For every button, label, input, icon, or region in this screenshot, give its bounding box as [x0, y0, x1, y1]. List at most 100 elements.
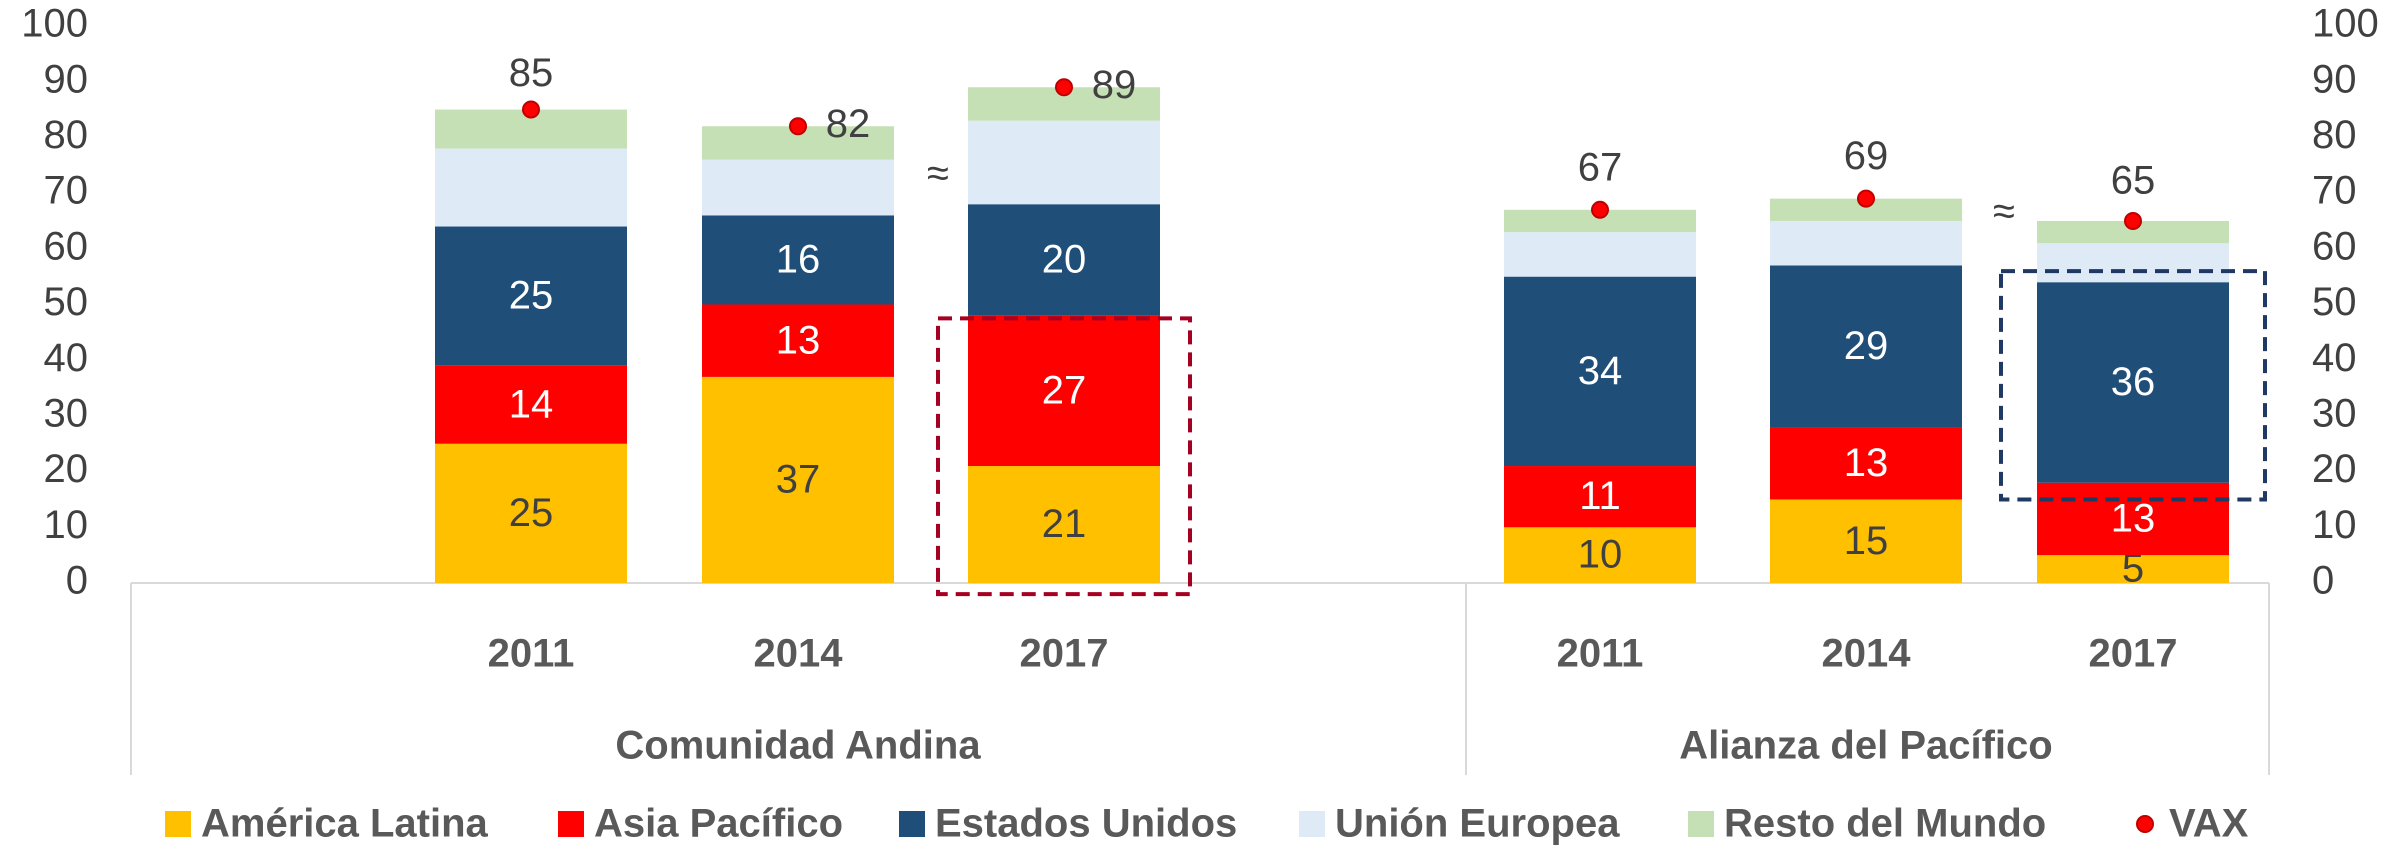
data-label: 15: [1844, 519, 1889, 563]
vax-label: 67: [1578, 145, 1623, 189]
bar-segment: [702, 215, 894, 305]
legend-marker: [2136, 815, 2154, 833]
y-tick-label: 10: [44, 503, 89, 547]
bar-segment: [435, 365, 627, 444]
legend-label: Asia Pacífico: [594, 802, 843, 846]
data-label: 25: [509, 491, 554, 535]
legend-label: Unión Europea: [1335, 802, 1620, 846]
data-label: 34: [1578, 349, 1623, 393]
data-label: 25: [509, 274, 554, 318]
bar-segment: [968, 315, 1160, 467]
y2-tick-label: 0: [2312, 559, 2334, 603]
bar-segment: [435, 226, 627, 366]
vax-label: 69: [1844, 134, 1889, 178]
vax-dot: [1591, 200, 1609, 219]
y-tick-label: 30: [44, 391, 89, 435]
data-label: 5: [2122, 547, 2144, 591]
x-tick-label: 2011: [1557, 632, 1644, 676]
y-tick-label: 100: [21, 2, 88, 46]
y2-tick-label: 20: [2312, 447, 2357, 491]
bar-segment: [1504, 232, 1696, 277]
y-tick-label: 90: [44, 57, 89, 101]
bar-segment: [1770, 220, 1962, 266]
bar-segment: [2037, 243, 2229, 283]
bar-segment: [2037, 282, 2229, 483]
bar-segment: [1504, 527, 1696, 583]
y2-tick-label: 40: [2312, 336, 2357, 380]
vax-label: 82: [826, 102, 871, 146]
x-tick-label: 2014: [754, 632, 844, 676]
legend-label: América Latina: [201, 802, 489, 846]
y2-tick-label: 70: [2312, 169, 2357, 213]
x-tick-label: 2017: [1020, 632, 1109, 676]
y-tick-label: 40: [44, 336, 89, 380]
bar-segment: [435, 443, 627, 583]
legend-swatch: [899, 811, 925, 837]
legend-swatch: [165, 811, 191, 837]
data-label: 20: [1042, 238, 1087, 282]
bar-segment: [1504, 209, 1696, 233]
vax-dot: [789, 117, 807, 136]
vax-label: 89: [1092, 63, 1137, 107]
legend-swatch: [558, 811, 584, 837]
x-tick-label: 2017: [2089, 632, 2178, 676]
data-label: 36: [2111, 360, 2156, 404]
annotation: ≈: [1993, 190, 2015, 234]
bar-segment: [2037, 482, 2229, 556]
legend-swatch: [1688, 811, 1714, 837]
data-label: 14: [509, 382, 554, 426]
vax-label: 85: [509, 51, 554, 95]
bar-segment: [968, 120, 1160, 205]
bar-segment: [1504, 466, 1696, 528]
data-label: 11: [1579, 474, 1621, 518]
bar-segment: [1770, 499, 1962, 583]
y2-tick-label: 30: [2312, 391, 2357, 435]
y-tick-label: 80: [44, 113, 89, 157]
legend-label: Resto del Mundo: [1724, 802, 2046, 846]
bar-segment: [1770, 198, 1962, 221]
bar-segment: [968, 204, 1160, 316]
vax-dot: [1055, 78, 1073, 97]
bar-segment: [702, 159, 894, 216]
highlight-box: [1999, 269, 2267, 502]
annotation: ≈: [927, 152, 949, 196]
legend-label: VAX: [2169, 802, 2249, 846]
y-tick-label: 70: [44, 169, 89, 213]
bar-segment: [2037, 220, 2229, 244]
vax-dot: [522, 100, 540, 119]
bar-segment: [1770, 265, 1962, 428]
data-label: 13: [2111, 497, 2156, 541]
data-label: 10: [1578, 533, 1623, 577]
y2-tick-label: 50: [2312, 280, 2357, 324]
vax-label: 65: [2111, 159, 2156, 203]
bar-segment: [1504, 276, 1696, 467]
y2-tick-label: 60: [2312, 224, 2357, 268]
x-tick-label: 2011: [488, 632, 575, 676]
y2-tick-label: 10: [2312, 503, 2357, 547]
y-tick-label: 20: [44, 447, 89, 491]
legend-swatch: [1299, 811, 1325, 837]
y-tick-label: 60: [44, 224, 89, 268]
vax-dot: [1857, 189, 1875, 208]
y2-tick-label: 100: [2312, 2, 2379, 46]
group-label: Alianza del Pacífico: [1679, 724, 2052, 768]
bar-segment: [435, 148, 627, 227]
bar-segment: [702, 304, 894, 377]
bar-segment: [968, 466, 1160, 583]
legend-label: Estados Unidos: [935, 802, 1237, 846]
data-label: 16: [776, 238, 821, 282]
x-tick-label: 2014: [1822, 632, 1912, 676]
bar-segment: [2037, 555, 2229, 583]
y-tick-label: 0: [66, 559, 88, 603]
group-label: Comunidad Andina: [615, 724, 981, 768]
y2-tick-label: 80: [2312, 113, 2357, 157]
data-label: 13: [776, 318, 821, 362]
data-label: 27: [1042, 368, 1087, 412]
y2-tick-label: 90: [2312, 57, 2357, 101]
data-label: 29: [1844, 324, 1889, 368]
data-label: 37: [776, 458, 821, 502]
vax-dot: [2124, 211, 2142, 230]
y-tick-label: 50: [44, 280, 89, 324]
data-label: 21: [1042, 502, 1087, 546]
